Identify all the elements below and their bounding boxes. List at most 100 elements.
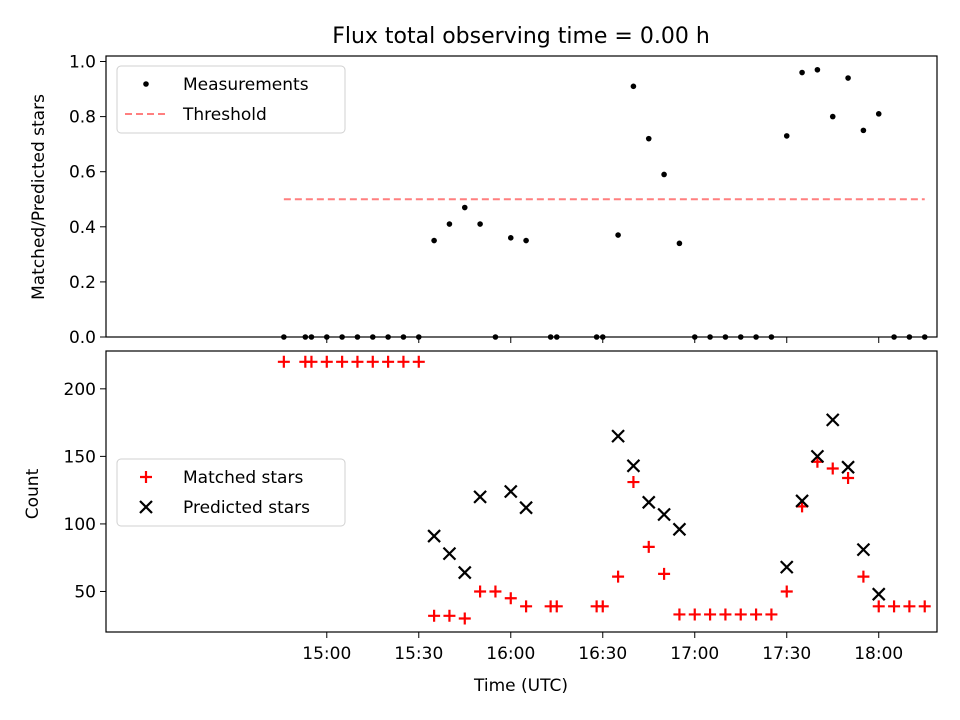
predicted-stars-point bbox=[626, 459, 641, 473]
matched-stars-point bbox=[550, 600, 563, 613]
matched-stars-point bbox=[596, 600, 609, 613]
measurements-point bbox=[492, 334, 499, 340]
legend-matched-stars-swatch bbox=[140, 471, 152, 483]
matched-stars-point bbox=[504, 592, 517, 605]
measurements-point bbox=[845, 75, 851, 81]
measurements-point bbox=[477, 221, 483, 227]
x-tick-label: 16:00 bbox=[486, 644, 535, 664]
predicted-stars-point bbox=[473, 490, 487, 504]
x-tick-label: 17:00 bbox=[670, 644, 719, 664]
y-tick-label: 0.6 bbox=[69, 163, 96, 183]
measurements-point bbox=[676, 240, 683, 247]
predicted-stars-point bbox=[825, 413, 840, 427]
matched-stars-point bbox=[458, 612, 471, 625]
y-tick-label: 0.0 bbox=[69, 328, 96, 348]
measurements-point bbox=[599, 334, 606, 340]
legend: Measurements Threshold bbox=[116, 65, 346, 134]
matched-stars-point bbox=[750, 608, 763, 621]
measurements-point bbox=[768, 334, 775, 340]
x-axis-label: Time (UTC) bbox=[473, 676, 568, 696]
measurements-point bbox=[906, 334, 913, 340]
legend-predicted-stars-label: Predicted stars bbox=[183, 498, 310, 518]
measurements-point bbox=[753, 334, 759, 340]
measurements-point bbox=[547, 334, 554, 340]
legend-measurements-label: Measurements bbox=[183, 75, 309, 95]
measurements-point bbox=[737, 334, 744, 340]
x-tick-label: 18:00 bbox=[854, 644, 903, 664]
matched-stars-point bbox=[658, 567, 671, 580]
chart-title: Flux total observing time = 0.00 h bbox=[332, 24, 710, 49]
predicted-stars-point bbox=[442, 546, 457, 561]
matched-stars-point bbox=[903, 600, 916, 613]
matched-stars-point bbox=[888, 600, 901, 613]
measurements-point bbox=[308, 334, 315, 340]
measurements-point bbox=[829, 113, 836, 120]
matched-stars-point bbox=[704, 608, 717, 621]
y-tick-label: 200 bbox=[64, 380, 96, 400]
measurements-point bbox=[707, 334, 713, 340]
legend: Matched stars Predicted stars bbox=[116, 458, 346, 527]
measurements-point bbox=[302, 334, 309, 340]
matched-stars-point bbox=[277, 355, 290, 368]
measurements-point bbox=[461, 204, 468, 211]
matched-stars-point bbox=[474, 585, 487, 598]
matched-stars-point bbox=[642, 540, 655, 553]
matched-stars-point bbox=[918, 600, 931, 613]
top-panel: 0.0 0.2 0.4 0.6 0.8 1.0 Measurements Threshold bbox=[69, 53, 938, 348]
measurements-point bbox=[783, 133, 790, 139]
measurements-point bbox=[385, 334, 391, 340]
measurements-point bbox=[860, 127, 867, 134]
measurements-point bbox=[593, 334, 600, 340]
matched-stars-point bbox=[520, 600, 533, 613]
matched-stars-point bbox=[489, 585, 502, 598]
matched-stars-point bbox=[627, 476, 640, 489]
matched-stars-point bbox=[320, 355, 333, 368]
predicted-stars-point bbox=[457, 565, 472, 580]
matched-stars-point bbox=[428, 609, 441, 622]
predicted-stars-point bbox=[657, 507, 671, 522]
measurements-point bbox=[645, 135, 652, 142]
x-tick-label: 15:30 bbox=[394, 644, 443, 664]
measurements-point bbox=[630, 83, 637, 90]
predicted-stars-point bbox=[503, 484, 518, 499]
measurements-point bbox=[891, 334, 897, 340]
x-tick-label: 17:30 bbox=[762, 644, 811, 664]
y-tick-label: 0.4 bbox=[69, 218, 96, 238]
matched-stars-point bbox=[842, 471, 855, 484]
predicted-stars-point bbox=[841, 460, 855, 474]
legend-matched-stars-label: Matched stars bbox=[183, 468, 303, 488]
matched-stars-point bbox=[366, 355, 379, 368]
predicted-stars-point bbox=[810, 449, 825, 464]
measurements-point bbox=[921, 334, 928, 340]
y-tick-label: 100 bbox=[64, 515, 96, 535]
matched-stars-point bbox=[719, 608, 732, 621]
predicted-stars-point bbox=[795, 494, 809, 508]
matched-stars-point bbox=[780, 585, 793, 598]
predicted-stars-point bbox=[427, 529, 441, 543]
matched-stars-point bbox=[443, 609, 456, 622]
matched-stars-point bbox=[351, 355, 364, 368]
legend-threshold-label: Threshold bbox=[182, 105, 267, 125]
legend-measurements-swatch bbox=[143, 81, 149, 87]
measurements-point bbox=[523, 237, 529, 244]
matched-stars-point bbox=[826, 462, 839, 475]
bottom-panel: 15:00 15:30 16:00 16:30 17:00 17:30 18:00 50 100… bbox=[64, 350, 938, 664]
predicted-stars-point bbox=[871, 587, 886, 601]
measurements-point bbox=[400, 334, 407, 340]
matched-stars-point bbox=[412, 355, 425, 368]
measurements-point bbox=[615, 232, 621, 238]
measurements-point bbox=[281, 334, 287, 340]
matched-stars-point bbox=[336, 355, 349, 368]
measurements-point bbox=[339, 334, 345, 340]
bottom-y-axis-label: Count bbox=[23, 468, 43, 519]
measurements-point bbox=[369, 334, 376, 340]
matched-stars-point bbox=[673, 608, 686, 621]
top-y-axis-label: Matched/Predicted stars bbox=[29, 94, 49, 300]
matched-stars-point bbox=[688, 608, 701, 621]
measurements-point bbox=[323, 334, 330, 340]
measurements-point bbox=[507, 235, 514, 241]
predicted-stars-point bbox=[779, 560, 794, 574]
measurements-point bbox=[799, 69, 805, 76]
y-tick-label: 50 bbox=[74, 582, 96, 602]
